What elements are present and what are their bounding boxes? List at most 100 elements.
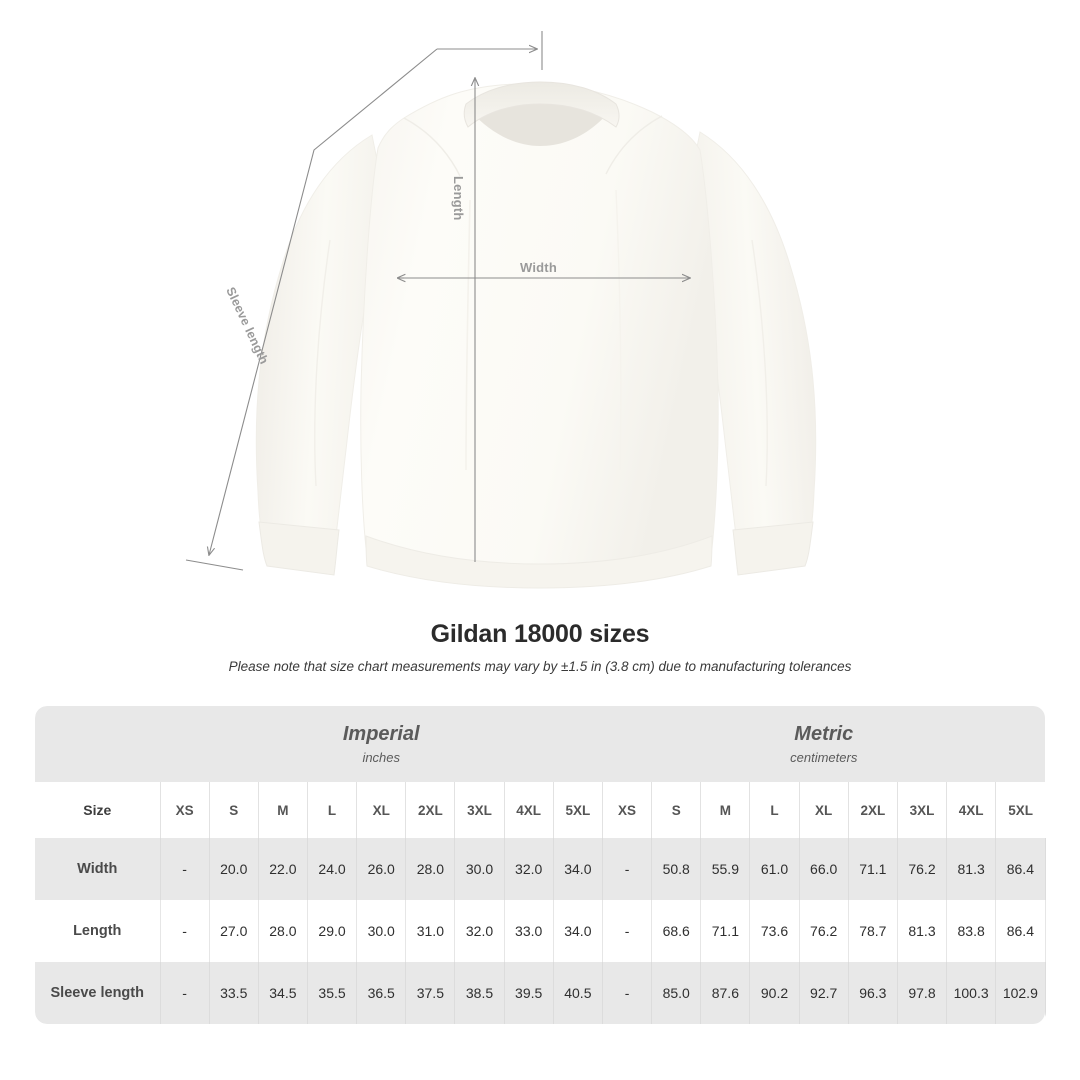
- column-header-metric-xs: XS: [601, 782, 653, 838]
- length-label: Length: [451, 176, 466, 221]
- column-header-metric-s: S: [651, 782, 702, 838]
- unit-header-imperial: Imperial inches: [160, 706, 603, 782]
- unit-band-row: Imperial inches Metric centimeters: [35, 706, 1045, 782]
- cell-sleeve-length-imperial-m: 34.5: [257, 962, 308, 1024]
- cell-length-metric-s: 68.6: [651, 900, 702, 962]
- column-header-metric-4xl: 4XL: [946, 782, 997, 838]
- cell-sleeve-length-imperial-3xl: 38.5: [454, 962, 505, 1024]
- column-header-metric-3xl: 3XL: [896, 782, 948, 838]
- column-header-imperial-3xl: 3XL: [454, 782, 505, 838]
- cell-width-metric-4xl: 81.3: [946, 838, 997, 900]
- cell-length-imperial-5xl: 34.0: [552, 900, 603, 962]
- cell-width-imperial-xl: 26.0: [356, 838, 407, 900]
- sweatshirt-diagram: [185, 31, 817, 589]
- cell-sleeve-length-imperial-5xl: 40.5: [552, 962, 603, 1024]
- column-header-metric-l: L: [749, 782, 800, 838]
- garment-illustration: Length Width Sleeve length: [185, 31, 817, 589]
- unit-header-metric: Metric centimeters: [602, 706, 1045, 782]
- cell-length-metric-3xl: 81.3: [896, 900, 948, 962]
- cell-sleeve-length-metric-4xl: 100.3: [946, 962, 997, 1024]
- column-header-imperial-xl: XL: [356, 782, 407, 838]
- sweatshirt-body: [255, 81, 817, 589]
- cell-length-metric-xs: -: [601, 900, 653, 962]
- tolerance-note: Please note that size chart measurements…: [228, 659, 852, 674]
- cell-length-imperial-3xl: 32.0: [454, 900, 505, 962]
- unit-subtitle: inches: [362, 750, 401, 765]
- cell-width-metric-xs: -: [601, 838, 653, 900]
- cell-sleeve-length-metric-xs: -: [601, 962, 653, 1024]
- cell-sleeve-length-metric-m: 87.6: [700, 962, 751, 1024]
- cell-width-imperial-2xl: 28.0: [405, 838, 456, 900]
- column-header-imperial-xs: XS: [159, 782, 210, 838]
- cell-width-imperial-l: 24.0: [306, 838, 358, 900]
- row-label-sleeve-length: Sleeve length: [35, 962, 161, 1024]
- measurement-annotations: [185, 31, 690, 571]
- column-header-metric-m: M: [700, 782, 751, 838]
- cell-length-imperial-m: 28.0: [257, 900, 308, 962]
- cell-length-metric-xl: 76.2: [798, 900, 849, 962]
- cell-sleeve-length-metric-s: 85.0: [651, 962, 702, 1024]
- cell-width-metric-3xl: 76.2: [896, 838, 948, 900]
- cell-sleeve-length-metric-xl: 92.7: [798, 962, 849, 1024]
- column-header-imperial-s: S: [208, 782, 259, 838]
- cell-sleeve-length-imperial-s: 33.5: [208, 962, 259, 1024]
- column-header-metric-2xl: 2XL: [847, 782, 898, 838]
- cell-width-imperial-m: 22.0: [257, 838, 308, 900]
- cell-sleeve-length-imperial-2xl: 37.5: [405, 962, 456, 1024]
- unit-title: Metric: [794, 723, 854, 745]
- column-header-metric-5xl: 5XL: [995, 782, 1045, 838]
- row-label-width: Width: [35, 838, 161, 900]
- cell-width-metric-s: 50.8: [651, 838, 702, 900]
- cell-length-metric-2xl: 78.7: [847, 900, 898, 962]
- cell-length-imperial-xl: 30.0: [356, 900, 407, 962]
- cell-sleeve-length-imperial-l: 35.5: [306, 962, 358, 1024]
- cell-length-imperial-2xl: 31.0: [405, 900, 456, 962]
- page-title: Gildan 18000 sizes: [430, 620, 650, 648]
- column-header-metric-xl: XL: [798, 782, 849, 838]
- cell-width-metric-l: 61.0: [749, 838, 800, 900]
- row-label-length: Length: [35, 900, 161, 962]
- width-label: Width: [520, 260, 557, 275]
- column-header-imperial-4xl: 4XL: [503, 782, 554, 838]
- cell-length-metric-m: 71.1: [700, 900, 751, 962]
- size-header-row: Size XS S M L XL 2XL 3XL 4XL 5XL XS S M L XL 2XL 3XL 4XL 5…: [35, 782, 1045, 838]
- table-row: Sleeve length -33.5 34.5 35.5 36.5 37.5 38.5 39…: [35, 962, 1046, 1024]
- cell-sleeve-length-imperial-4xl: 39.5: [503, 962, 554, 1024]
- column-header-imperial-5xl: 5XL: [552, 782, 603, 838]
- cell-length-imperial-l: 29.0: [306, 900, 358, 962]
- cell-length-metric-4xl: 83.8: [946, 900, 997, 962]
- column-header-imperial-m: M: [257, 782, 308, 838]
- cell-sleeve-length-imperial-xl: 36.5: [356, 962, 407, 1024]
- unit-title: Imperial: [342, 723, 420, 745]
- cell-width-metric-m: 55.9: [700, 838, 751, 900]
- cell-length-imperial-s: 27.0: [208, 900, 259, 962]
- cell-sleeve-length-metric-5xl: 102.9: [995, 962, 1046, 1024]
- cell-length-metric-5xl: 86.4: [995, 900, 1046, 962]
- cell-width-metric-2xl: 71.1: [847, 838, 898, 900]
- cell-sleeve-length-imperial-xs: -: [159, 962, 210, 1024]
- size-chart-table-wrap: Imperial inches Metric centimeters Size XS S M L…: [35, 706, 1046, 1024]
- unit-subtitle: centimeters: [790, 750, 858, 765]
- cell-width-imperial-5xl: 34.0: [552, 838, 603, 900]
- sleeve-length-line: [209, 48, 438, 555]
- column-header-size: Size: [35, 782, 161, 838]
- cell-width-imperial-xs: -: [159, 838, 210, 900]
- cell-length-imperial-4xl: 33.0: [503, 900, 554, 962]
- cell-sleeve-length-metric-l: 90.2: [749, 962, 800, 1024]
- cell-sleeve-length-metric-3xl: 97.8: [896, 962, 948, 1024]
- column-header-imperial-2xl: 2XL: [405, 782, 456, 838]
- title-block: Gildan 18000 sizes Please note that size…: [0, 620, 1080, 674]
- cell-width-metric-5xl: 86.4: [995, 838, 1046, 900]
- cell-length-imperial-xs: -: [159, 900, 210, 962]
- cell-width-imperial-s: 20.0: [208, 838, 259, 900]
- size-chart-table: Imperial inches Metric centimeters Size XS S M L…: [35, 706, 1046, 1024]
- column-header-imperial-l: L: [306, 782, 358, 838]
- cell-width-metric-xl: 66.0: [798, 838, 849, 900]
- table-row: Width -20.0 22.0 24.0 26.0 28.0 30.0 32.0 34.0-5…: [35, 838, 1046, 900]
- cell-width-imperial-4xl: 32.0: [503, 838, 554, 900]
- sleeve-length-tick: [185, 559, 244, 571]
- table-row: Length -27.0 28.0 29.0 30.0 31.0 32.0 33.0 34.0-…: [35, 900, 1046, 962]
- cell-width-imperial-3xl: 30.0: [454, 838, 505, 900]
- cell-sleeve-length-metric-2xl: 96.3: [847, 962, 898, 1024]
- unit-band-spacer: [35, 706, 160, 782]
